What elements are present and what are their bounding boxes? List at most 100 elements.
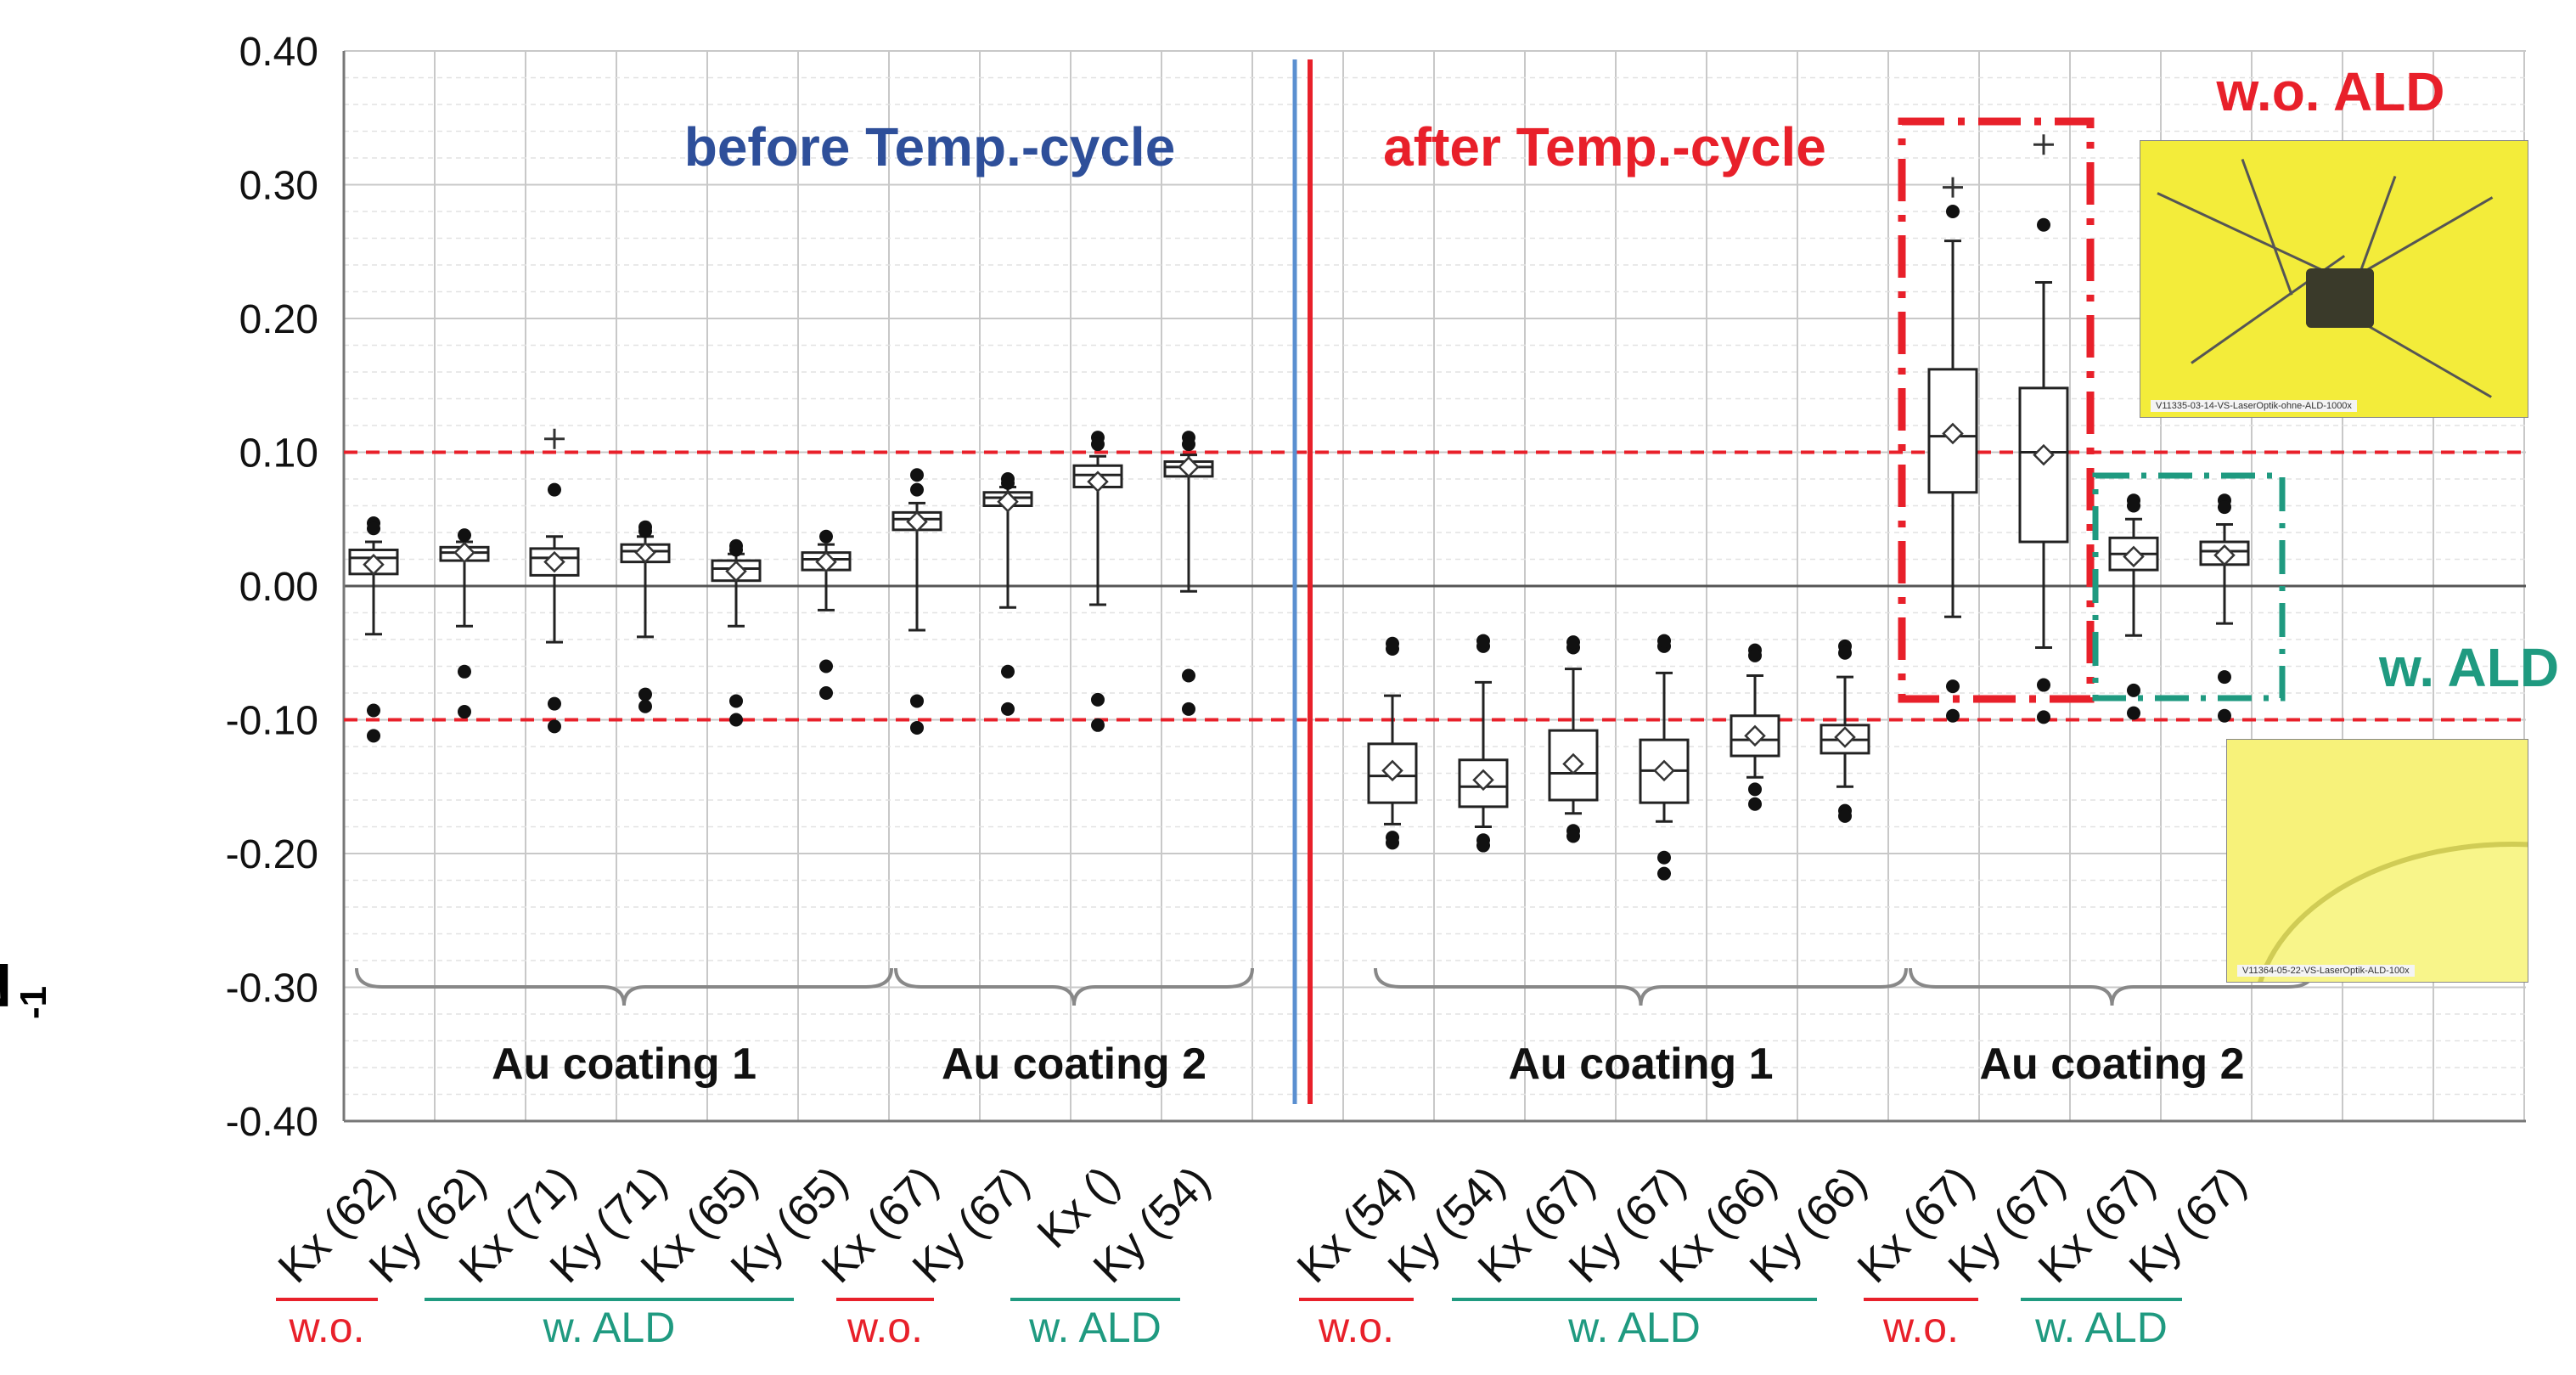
- y-tick-label: -0.20: [226, 832, 318, 877]
- box-plot: [2199, 493, 2250, 723]
- mean-marker: [2123, 545, 2145, 568]
- x-axis-labels: Kx (62)Ky (62)Kx (71)Ky (71)Kx (65)Ky (6…: [269, 1157, 2256, 1293]
- outlier-point: [1748, 782, 1762, 797]
- outlier-point: [1748, 648, 1762, 662]
- outlier-plus: [1943, 177, 1963, 198]
- ald-group-label: w.o.: [1882, 1304, 1959, 1351]
- mean-marker: [1178, 456, 1200, 478]
- mean-marker: [2033, 443, 2055, 466]
- outlier-point: [729, 713, 743, 727]
- outlier-point: [819, 529, 833, 544]
- outlier-point: [1946, 708, 1960, 723]
- label-wo-ald: w.o. ALD: [2216, 61, 2445, 122]
- outlier-point: [1001, 664, 1015, 679]
- outlier-point: [1946, 679, 1960, 694]
- ald-group-label: w.o.: [289, 1304, 365, 1351]
- outlier-point: [1001, 702, 1015, 716]
- box-plot: [348, 516, 399, 743]
- outlier-point: [1182, 437, 1195, 452]
- mean-marker: [1381, 759, 1403, 782]
- outlier-point: [1476, 634, 1490, 648]
- outlier-point: [1657, 634, 1671, 648]
- outlier-point: [367, 729, 380, 743]
- outlier-point: [910, 720, 924, 735]
- outlier-point: [458, 664, 471, 679]
- coating-group-label: Au coating 1: [492, 1040, 756, 1089]
- y-tick-label: 0.30: [239, 164, 318, 209]
- outlier-point: [458, 528, 471, 543]
- title-before-temp-cycle: before Temp.-cycle: [684, 116, 1176, 178]
- outlier-point: [638, 687, 652, 702]
- inset-caption: V11335-03-14-VS-LaserOptik-ohne-ALD-1000…: [2151, 400, 2357, 412]
- defect-spot: [2306, 268, 2374, 328]
- box-plot: [1163, 431, 1214, 716]
- y-tick-label: -0.10: [226, 699, 318, 744]
- outlier-point: [1838, 645, 1852, 660]
- box-plot: [439, 528, 490, 719]
- box-plot: [891, 468, 942, 735]
- outlier-point: [910, 482, 924, 497]
- outlier-point: [910, 694, 924, 708]
- highlight-box-w-ald: [2092, 472, 2286, 702]
- annotations: before Temp.-cycle after Temp.-cycle w.o. …: [684, 61, 2559, 703]
- group-brace: [894, 967, 1254, 1006]
- mean-marker: [2213, 544, 2236, 566]
- box-plot: [982, 472, 1033, 716]
- outlier-point: [1657, 850, 1671, 865]
- box-plot: [2108, 493, 2159, 720]
- outlier-plus: [2033, 134, 2054, 155]
- outlier-point: [1657, 866, 1671, 881]
- coating-group-label: Au coating 2: [942, 1040, 1206, 1089]
- ald-group-label: w. ALD: [2034, 1304, 2168, 1351]
- box-plot: [529, 428, 580, 734]
- mean-marker: [1087, 471, 1109, 493]
- group-brace: [1374, 967, 1908, 1006]
- mean-marker: [725, 560, 747, 583]
- outlier-point: [910, 468, 924, 482]
- ald-group-label: w. ALD: [1028, 1304, 1161, 1351]
- y-axis-title-sup: -1: [13, 985, 54, 1019]
- mean-marker: [1653, 759, 1675, 782]
- outlier-point: [819, 686, 833, 700]
- title-after-temp-cycle: after Temp.-cycle: [1383, 116, 1826, 178]
- outlier-point: [1182, 702, 1195, 716]
- y-tick-label: -0.30: [226, 966, 318, 1012]
- outlier-point: [729, 543, 743, 557]
- crack-line: [2241, 158, 2293, 296]
- mirror-surface: [2253, 842, 2528, 982]
- outlier-plus: [544, 428, 565, 449]
- coating-group-label: Au coating 2: [1979, 1040, 2244, 1089]
- mean-marker: [1562, 752, 1584, 775]
- outlier-point: [1091, 692, 1105, 707]
- highlight-box-wo-ald: [1898, 117, 2095, 703]
- outlier-point: [2127, 706, 2140, 720]
- outlier-point: [2218, 670, 2231, 685]
- mean-marker: [1744, 724, 1766, 747]
- mean-marker: [543, 550, 565, 573]
- microscope-inset-with-ald: V11364-05-22-VS-LaserOptik-ALD-100x: [2226, 739, 2528, 983]
- outlier-point: [367, 703, 380, 718]
- ald-group-label: w.o.: [1318, 1304, 1394, 1351]
- outlier-point: [2037, 217, 2050, 232]
- outlier-point: [548, 482, 561, 497]
- box-plot: [1820, 639, 1870, 823]
- outlier-point: [548, 696, 561, 711]
- reference-lines: [344, 59, 2526, 1104]
- box-plot: [2018, 134, 2069, 724]
- mean-marker: [815, 550, 837, 573]
- inset-caption: V11364-05-22-VS-LaserOptik-ALD-100x: [2237, 965, 2415, 977]
- ald-group-label: w. ALD: [543, 1304, 676, 1351]
- mean-marker: [453, 541, 475, 564]
- y-tick-label: 0.40: [239, 30, 318, 75]
- outlier-point: [1386, 636, 1399, 651]
- mean-marker: [997, 491, 1019, 513]
- outlier-point: [1476, 838, 1490, 853]
- outlier-point: [1182, 668, 1195, 683]
- outlier-point: [819, 659, 833, 673]
- box-plot: [1367, 636, 1418, 850]
- mean-marker: [1942, 422, 1964, 445]
- y-tick-label: 0.20: [239, 297, 318, 342]
- outlier-point: [1946, 205, 1960, 218]
- outlier-point: [2037, 710, 2050, 724]
- y-axis-title-text: Mirror Curvature 1/ R in m: [0, 950, 12, 1019]
